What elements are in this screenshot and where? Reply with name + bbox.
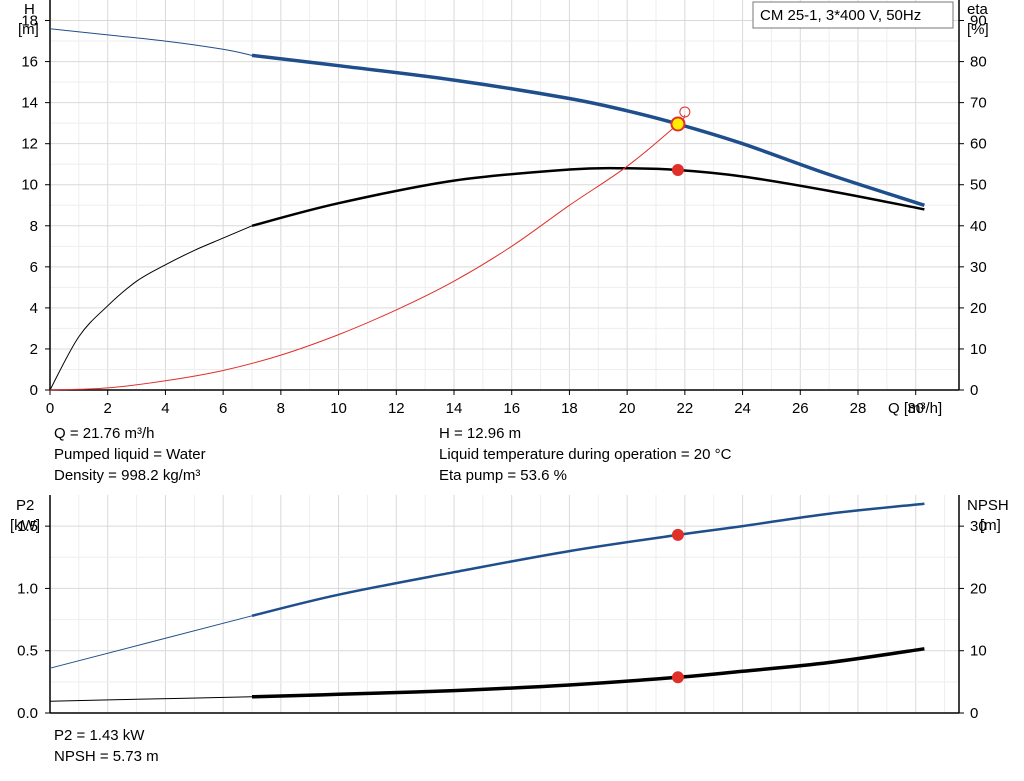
bottom-y-right-tick-label: 0 <box>970 705 978 722</box>
info-liquid-temperature: Liquid temperature during operation = 20… <box>439 446 732 463</box>
info-density: Density = 998.2 kg/m³ <box>54 467 201 484</box>
top-x-tick-label: 20 <box>619 400 636 417</box>
legend-box-label: CM 25-1, 3*400 V, 50Hz <box>760 7 921 24</box>
top-y-right-tick-label: 20 <box>970 300 987 317</box>
bottom-y-right-label-line2: [m] <box>980 517 1001 534</box>
npsh-curve-extrapolated <box>49 696 253 702</box>
operating-point-npsh-marker <box>671 671 684 684</box>
operating-point-head-marker <box>670 116 686 132</box>
top-y-right-tick-label: 10 <box>970 341 987 358</box>
top-x-tick-label: 24 <box>734 400 751 417</box>
top-y-left-tick-label: 12 <box>21 136 38 153</box>
top-x-tick-label: 16 <box>503 400 520 417</box>
top-x-axis-label: Q [m³/h] <box>888 400 942 417</box>
bottom-y-left-label-line2: [kW] <box>10 517 40 534</box>
bottom-chart-grid <box>45 495 964 714</box>
top-y-right-tick-label: 90 <box>970 13 987 30</box>
top-y-right-tick-label: 40 <box>970 218 987 235</box>
bottom-y-left-tick-label: 1.5 <box>17 518 38 535</box>
bottom-plot-area <box>50 495 959 713</box>
top-y-left-tick-label: 8 <box>30 218 38 235</box>
info-head: H = 12.96 m <box>439 425 522 442</box>
info-right-block: H = 12.96 m Liquid temperature during op… <box>439 423 731 486</box>
top-y-right-tick-label: 70 <box>970 95 987 112</box>
top-x-tick-label: 26 <box>792 400 809 417</box>
top-y-left-tick-label: 4 <box>30 300 38 317</box>
top-x-tick-label: 18 <box>561 400 578 417</box>
top-y-left-tick-label: 16 <box>21 54 38 71</box>
top-y-right-tick-label: 30 <box>970 259 987 276</box>
top-y-left-tick-label: 10 <box>21 177 38 194</box>
top-x-tick-label: 2 <box>104 400 112 417</box>
tick-labels-layer: 0 2 4 6 8 10 12 14 16 18 20 22 24 26 28 300 02 104 206 308 4… <box>17 13 987 722</box>
system-curve-end-marker <box>679 106 691 118</box>
p2-curve-extrapolated <box>49 615 253 669</box>
head-curve <box>251 53 925 207</box>
top-y-right-label-line2: [%] <box>967 21 989 38</box>
p2-curve <box>251 502 925 618</box>
legend-box <box>752 1 954 29</box>
top-x-tick-label: 14 <box>446 400 463 417</box>
npsh-curve <box>251 647 925 699</box>
bottom-y-right-label-line1: NPSH <box>967 497 1009 514</box>
head-curve-extrapolated <box>49 28 253 56</box>
top-chart-grid <box>45 0 964 395</box>
bottom-y-right-tick-label: 20 <box>970 580 987 597</box>
top-x-tick-label: 4 <box>161 400 169 417</box>
top-x-tick-label: 12 <box>388 400 405 417</box>
top-y-left-tick-label: 0 <box>30 382 38 399</box>
bottom-y-left-label-line1: P2 <box>16 497 34 514</box>
top-x-tick-label: 8 <box>277 400 285 417</box>
top-y-right-label-line1: eta <box>967 1 989 18</box>
info-left-block: Q = 21.76 m³/h Pumped liquid = Water Den… <box>54 423 206 486</box>
system-curve <box>49 114 686 391</box>
top-x-tick-label: 30 <box>907 400 924 417</box>
top-y-right-tick-label: 0 <box>970 382 978 399</box>
operating-point-eta-marker <box>671 163 684 176</box>
curves-layer <box>49 28 925 702</box>
info-p2: P2 = 1.43 kW <box>54 727 145 744</box>
operating-point-p2-marker <box>671 528 684 541</box>
info-npsh: NPSH = 5.73 m <box>54 748 159 765</box>
top-x-tick-label: 0 <box>46 400 54 417</box>
top-y-left-label-line1: H <box>24 1 35 18</box>
bottom-y-left-tick-label: 1.0 <box>17 580 38 597</box>
top-y-left-tick-label: 2 <box>30 341 38 358</box>
info-eta-pump: Eta pump = 53.6 % <box>439 467 567 484</box>
top-y-left-label-line2: [m] <box>18 21 39 38</box>
top-x-tick-label: 6 <box>219 400 227 417</box>
top-y-right-tick-label: 60 <box>970 136 987 153</box>
bottom-y-left-tick-label: 0.0 <box>17 705 38 722</box>
bottom-y-right-tick-label: 30 <box>970 518 987 535</box>
top-plot-area <box>50 0 959 390</box>
top-y-left-tick-label: 18 <box>21 13 38 30</box>
info-pumped-liquid: Pumped liquid = Water <box>54 446 206 463</box>
bottom-y-left-tick-label: 0.5 <box>17 643 38 660</box>
bottom-y-right-tick-label: 10 <box>970 643 987 660</box>
info-flow: Q = 21.76 m³/h <box>54 425 155 442</box>
top-x-tick-label: 28 <box>850 400 867 417</box>
top-y-left-tick-label: 6 <box>30 259 38 276</box>
top-y-right-tick-label: 80 <box>970 54 987 71</box>
top-x-tick-label: 22 <box>677 400 694 417</box>
top-y-left-tick-label: 14 <box>21 95 38 112</box>
info-bottom-block: P2 = 1.43 kW NPSH = 5.73 m <box>54 725 159 767</box>
efficiency-curve-extrapolated <box>49 225 253 391</box>
top-x-tick-label: 10 <box>330 400 347 417</box>
top-y-right-tick-label: 50 <box>970 177 987 194</box>
